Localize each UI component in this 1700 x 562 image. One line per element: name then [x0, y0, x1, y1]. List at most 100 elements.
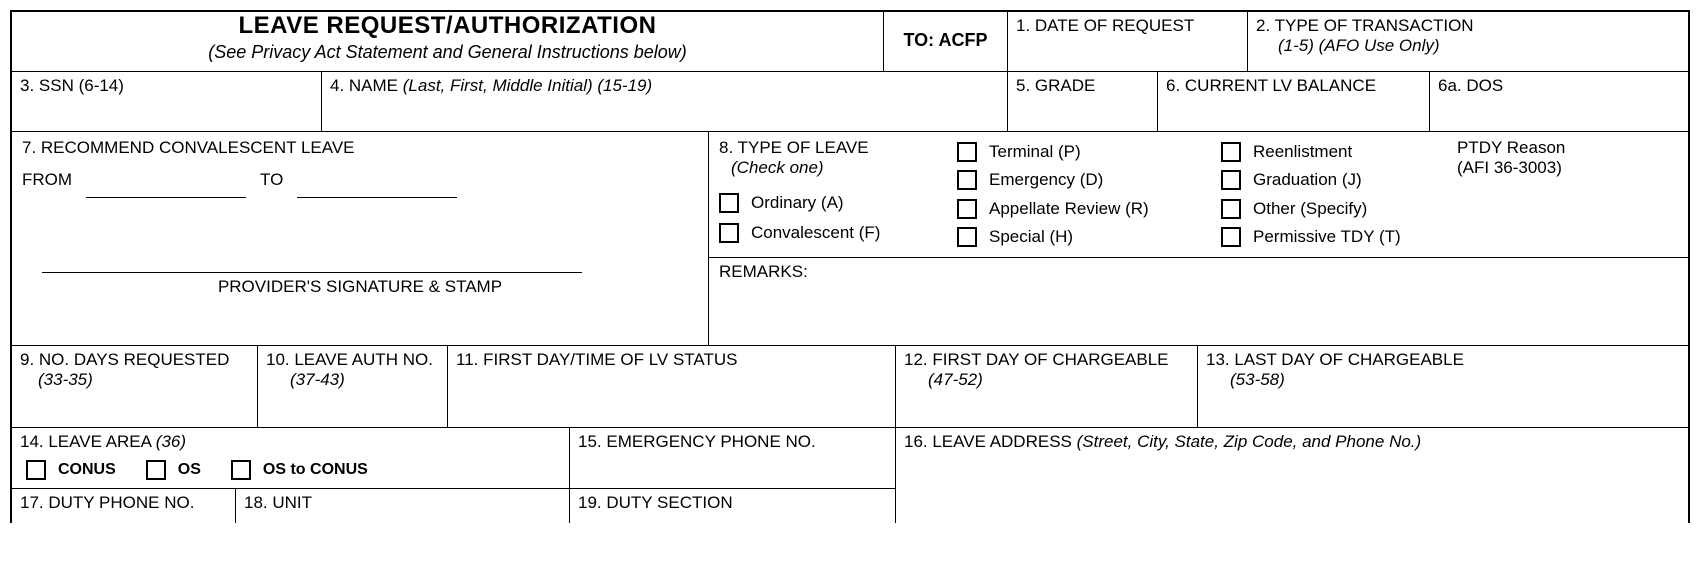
ptdy-label: Permissive TDY (T) [1253, 227, 1401, 247]
emergency-phone-label: 15. EMERGENCY PHONE NO. [578, 432, 816, 451]
last-chargeable-sub: (53-58) [1206, 370, 1680, 390]
os-label: OS [178, 461, 201, 479]
convalescent-option-label: Convalescent (F) [751, 223, 880, 243]
convalescent-option[interactable]: Convalescent (F) [719, 218, 957, 248]
dos-cell[interactable]: 6a. DOS [1430, 72, 1688, 132]
days-requested-sub: (33-35) [20, 370, 249, 390]
lv-balance-cell[interactable]: 6. CURRENT LV BALANCE [1158, 72, 1430, 132]
checkbox-icon[interactable] [26, 460, 46, 480]
name-cell[interactable]: 4. NAME (Last, First, Middle Initial) (1… [322, 72, 1008, 132]
first-day-lv-label: 11. FIRST DAY/TIME OF LV STATUS [456, 350, 887, 370]
convalescent-label: 7. RECOMMEND CONVALESCENT LEAVE [22, 138, 698, 158]
os-to-conus-label: OS to CONUS [263, 461, 368, 479]
leave-type-sublabel: (Check one) [719, 158, 957, 178]
first-chargeable-cell[interactable]: 12. FIRST DAY OF CHARGEABLE (47-52) [896, 346, 1198, 428]
header-row: LEAVE REQUEST/AUTHORIZATION (See Privacy… [12, 12, 1688, 72]
checkbox-icon[interactable] [957, 170, 977, 190]
days-requested-label: 9. NO. DAYS REQUESTED [20, 350, 249, 370]
leave-type-options: 8. TYPE OF LEAVE (Check one) Ordinary (A… [709, 132, 1688, 258]
other-option[interactable]: Other (Specify) [1221, 195, 1457, 223]
unit-cell[interactable]: 18. UNIT [236, 489, 570, 523]
leave-type-col-4: PTDY Reason (AFI 36-3003) [1457, 138, 1678, 251]
leave-type-cell: 8. TYPE OF LEAVE (Check one) Ordinary (A… [709, 132, 1688, 346]
grade-cell[interactable]: 5. GRADE [1008, 72, 1158, 132]
checkbox-icon[interactable] [1221, 199, 1241, 219]
duty-phone-label: 17. DUTY PHONE NO. [20, 493, 194, 512]
duty-section-label: 19. DUTY SECTION [578, 493, 733, 512]
special-label: Special (H) [989, 227, 1073, 247]
leave-type-label: 8. TYPE OF LEAVE [719, 138, 869, 157]
unit-label: 18. UNIT [244, 493, 312, 512]
form-subtitle: (See Privacy Act Statement and General I… [20, 42, 875, 63]
emergency-phone-cell[interactable]: 15. EMERGENCY PHONE NO. [570, 428, 896, 489]
name-label-italic: (Last, First, Middle Initial) (15-19) [403, 76, 652, 95]
terminal-option[interactable]: Terminal (P) [957, 138, 1221, 166]
from-input-line[interactable] [86, 170, 246, 198]
convalescent-cell: 7. RECOMMEND CONVALESCENT LEAVE FROM TO … [12, 132, 709, 346]
type-of-transaction-cell[interactable]: 2. TYPE OF TRANSACTION (1-5) (AFO Use On… [1248, 12, 1688, 72]
leave-area-text: 14. LEAVE AREA [20, 432, 156, 451]
appellate-label: Appellate Review (R) [989, 199, 1149, 219]
form-title: LEAVE REQUEST/AUTHORIZATION [20, 12, 875, 40]
other-label: Other (Specify) [1253, 199, 1367, 219]
area-row: 14. LEAVE AREA (36) CONUS OS OS to CONUS… [12, 428, 1688, 489]
leave-area-cell: 14. LEAVE AREA (36) CONUS OS OS to CONUS [12, 428, 570, 489]
to-cell: TO: ACFP [884, 12, 1008, 72]
checkbox-icon[interactable] [957, 227, 977, 247]
to-input-line[interactable] [297, 170, 457, 198]
leave-type-col-1: 8. TYPE OF LEAVE (Check one) Ordinary (A… [719, 138, 957, 251]
leave-type-heading: 8. TYPE OF LEAVE (Check one) [719, 138, 957, 178]
grade-label: 5. GRADE [1016, 76, 1095, 95]
checkbox-icon[interactable] [1221, 227, 1241, 247]
last-chargeable-label: 13. LAST DAY OF CHARGEABLE [1206, 350, 1680, 370]
from-to-row: FROM TO [22, 170, 698, 198]
graduation-option[interactable]: Graduation (J) [1221, 166, 1457, 194]
date-of-request-label: 1. DATE OF REQUEST [1016, 16, 1194, 35]
leave-address-label: 16. LEAVE ADDRESS (Street, City, State, … [904, 432, 1421, 451]
title-cell: LEAVE REQUEST/AUTHORIZATION (See Privacy… [12, 12, 884, 72]
leave-address-text: 16. LEAVE ADDRESS [904, 432, 1077, 451]
leave-address-sub: (Street, City, State, Zip Code, and Phon… [1077, 432, 1422, 451]
duty-phone-cell[interactable]: 17. DUTY PHONE NO. [12, 489, 236, 523]
duty-section-cell[interactable]: 19. DUTY SECTION [570, 489, 896, 523]
ssn-cell[interactable]: 3. SSN (6-14) [12, 72, 322, 132]
name-label: 4. NAME (Last, First, Middle Initial) (1… [330, 76, 652, 95]
leave-area-sub: (36) [156, 432, 186, 451]
emergency-option[interactable]: Emergency (D) [957, 166, 1221, 194]
identity-row: 3. SSN (6-14) 4. NAME (Last, First, Midd… [12, 72, 1688, 132]
checkbox-icon[interactable] [957, 199, 977, 219]
empty-cell [896, 489, 1688, 523]
checkbox-icon[interactable] [231, 460, 251, 480]
special-option[interactable]: Special (H) [957, 223, 1221, 251]
remarks-cell[interactable]: REMARKS: [709, 258, 1688, 345]
from-label: FROM [22, 170, 72, 198]
leave-auth-cell[interactable]: 10. LEAVE AUTH NO. (37-43) [258, 346, 448, 428]
transaction-label: 2. TYPE OF TRANSACTION [1256, 16, 1680, 36]
leave-area-options: CONUS OS OS to CONUS [20, 460, 561, 480]
days-row: 9. NO. DAYS REQUESTED (33-35) 10. LEAVE … [12, 346, 1688, 428]
leave-request-form: LEAVE REQUEST/AUTHORIZATION (See Privacy… [10, 10, 1690, 523]
leave-address-cell[interactable]: 16. LEAVE ADDRESS (Street, City, State, … [896, 428, 1688, 489]
checkbox-icon[interactable] [1221, 170, 1241, 190]
emergency-label: Emergency (D) [989, 170, 1103, 190]
leave-type-col-2: Terminal (P) Emergency (D) Appellate Rev… [957, 138, 1221, 251]
checkbox-icon[interactable] [719, 223, 739, 243]
name-label-text: 4. NAME [330, 76, 403, 95]
checkbox-icon[interactable] [146, 460, 166, 480]
last-chargeable-cell[interactable]: 13. LAST DAY OF CHARGEABLE (53-58) [1198, 346, 1688, 428]
ptdy-option[interactable]: Permissive TDY (T) [1221, 223, 1457, 251]
first-day-lv-cell[interactable]: 11. FIRST DAY/TIME OF LV STATUS [448, 346, 896, 428]
terminal-label: Terminal (P) [989, 142, 1081, 162]
checkbox-icon[interactable] [957, 142, 977, 162]
transaction-sublabel: (1-5) (AFO Use Only) [1256, 36, 1680, 56]
signature-line[interactable] [42, 272, 582, 273]
checkbox-icon[interactable] [719, 193, 739, 213]
appellate-option[interactable]: Appellate Review (R) [957, 195, 1221, 223]
reenlistment-option[interactable]: Reenlistment [1221, 138, 1457, 166]
ordinary-option[interactable]: Ordinary (A) [719, 188, 957, 218]
date-of-request-cell[interactable]: 1. DATE OF REQUEST [1008, 12, 1248, 72]
leave-auth-sub: (37-43) [266, 370, 439, 390]
checkbox-icon[interactable] [1221, 142, 1241, 162]
days-requested-cell[interactable]: 9. NO. DAYS REQUESTED (33-35) [12, 346, 258, 428]
leave-area-label: 14. LEAVE AREA (36) [20, 432, 186, 451]
